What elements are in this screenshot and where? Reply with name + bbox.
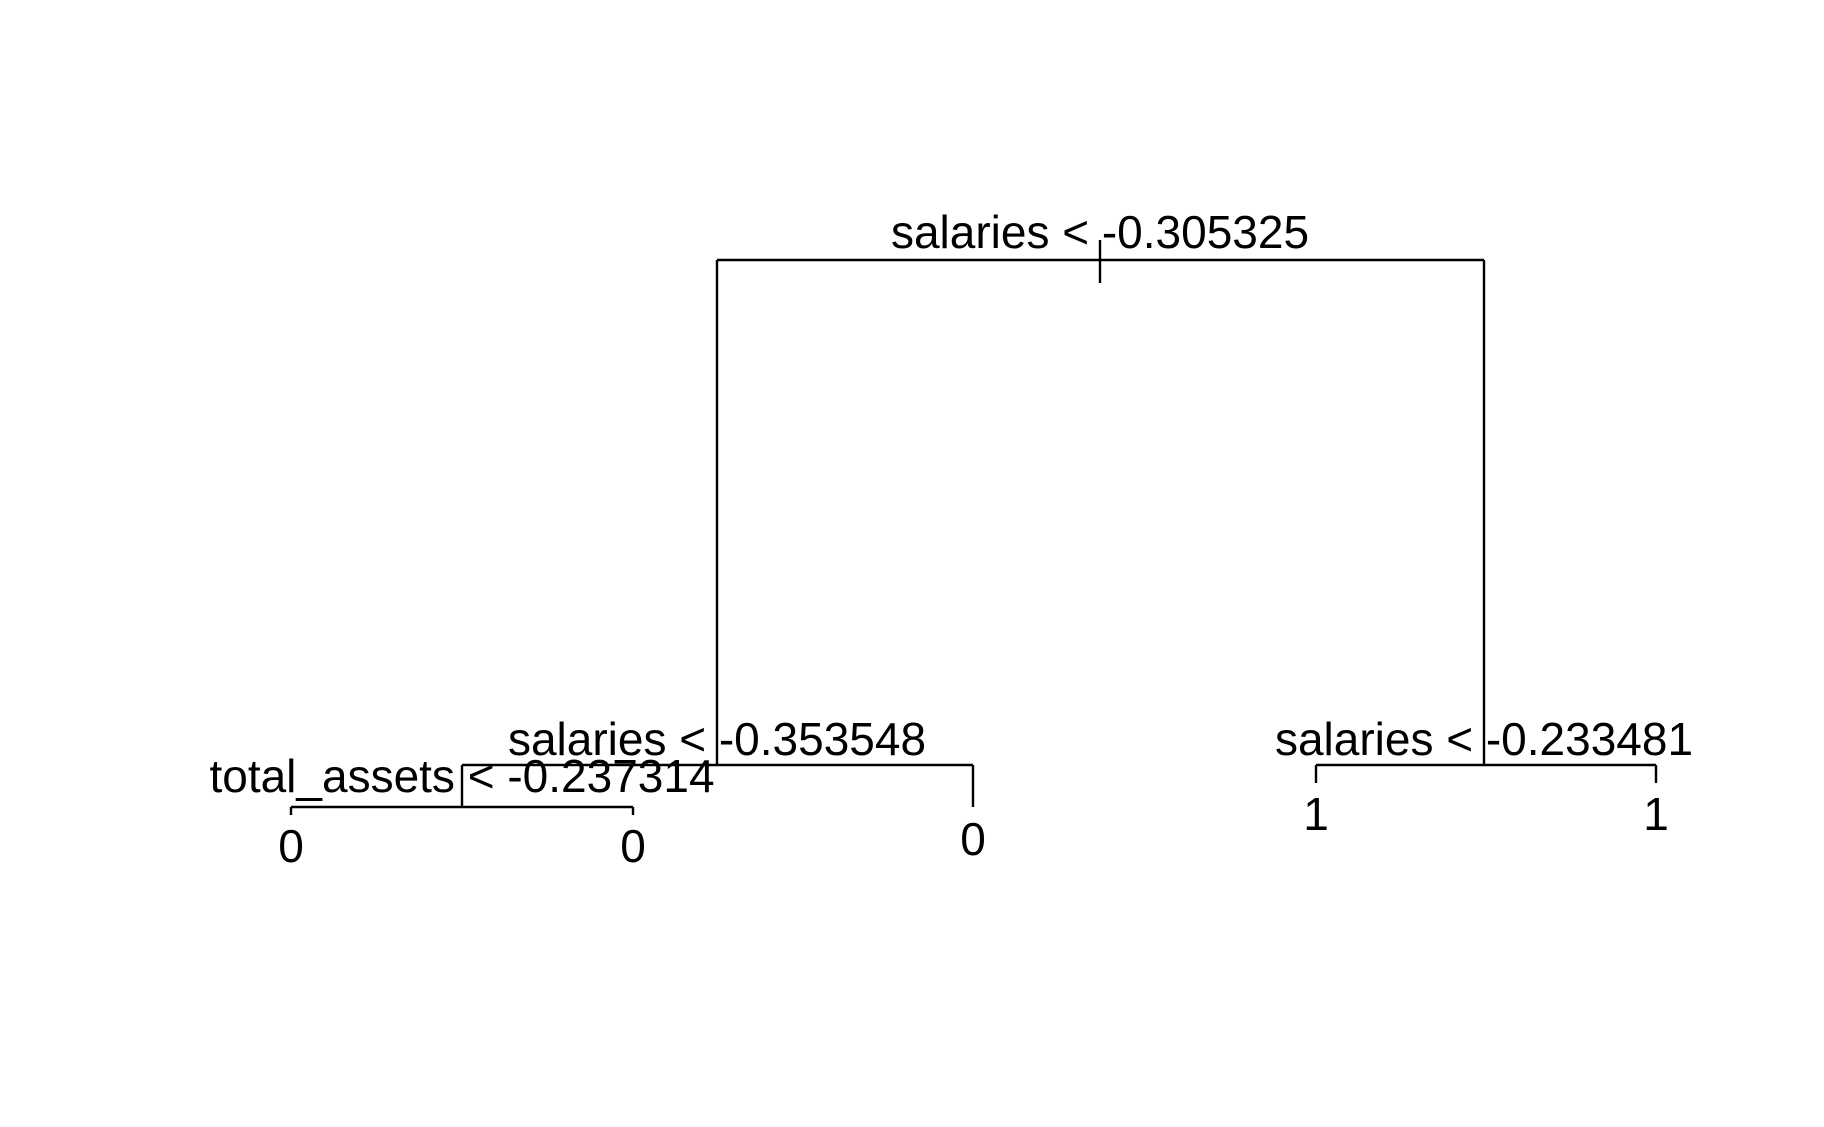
leaf-label: 0 <box>960 813 986 865</box>
leaf-label: 1 <box>1643 788 1669 840</box>
leaf-label: 0 <box>620 820 646 872</box>
root-split-label: salaries < -0.305325 <box>891 206 1309 258</box>
root-split: salaries < -0.305325 <box>715 206 1486 765</box>
leaf-label: 1 <box>1303 788 1329 840</box>
left-split: salaries < -0.353548 <box>460 713 975 807</box>
right-split: salaries < -0.233481 <box>1275 713 1693 783</box>
right-split-label: salaries < -0.233481 <box>1275 713 1693 765</box>
left-left-split-label: total_assets < -0.237314 <box>209 750 714 802</box>
left-split-label: salaries < -0.353548 <box>508 713 926 765</box>
leaf-label: 0 <box>278 820 304 872</box>
left-left-split: total_assets < -0.237314 <box>209 750 715 815</box>
